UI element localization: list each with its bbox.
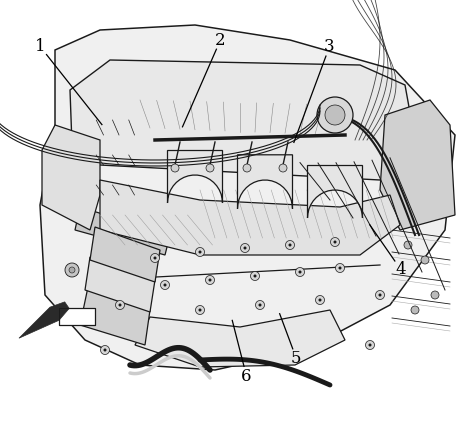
Circle shape (171, 164, 179, 172)
Circle shape (154, 256, 156, 259)
Circle shape (365, 340, 374, 349)
Text: 5: 5 (291, 350, 301, 367)
Circle shape (299, 271, 301, 274)
Text: 3: 3 (324, 38, 335, 55)
Circle shape (195, 306, 204, 315)
Circle shape (431, 291, 439, 299)
Circle shape (338, 267, 341, 270)
Circle shape (336, 263, 345, 272)
Text: 6: 6 (241, 368, 252, 384)
Circle shape (421, 256, 429, 264)
Text: 4: 4 (395, 261, 406, 278)
Polygon shape (90, 227, 160, 282)
Circle shape (285, 240, 294, 250)
Polygon shape (40, 25, 455, 370)
Polygon shape (135, 310, 345, 367)
Circle shape (65, 263, 79, 277)
Polygon shape (167, 150, 222, 203)
Circle shape (69, 267, 75, 273)
Circle shape (254, 275, 256, 278)
Circle shape (379, 294, 382, 296)
Polygon shape (380, 100, 455, 230)
Circle shape (319, 299, 321, 302)
Circle shape (279, 164, 287, 172)
Polygon shape (75, 207, 170, 255)
Circle shape (404, 241, 412, 249)
Circle shape (118, 303, 121, 307)
Polygon shape (80, 287, 150, 345)
Circle shape (164, 283, 166, 287)
Polygon shape (19, 302, 69, 338)
Circle shape (295, 267, 304, 276)
Circle shape (206, 275, 215, 284)
Circle shape (375, 291, 384, 299)
Circle shape (316, 295, 325, 304)
Circle shape (209, 279, 211, 282)
Circle shape (100, 345, 109, 355)
Circle shape (334, 240, 337, 243)
Circle shape (240, 243, 249, 252)
Circle shape (244, 247, 246, 250)
Circle shape (325, 105, 345, 125)
Text: 2: 2 (215, 32, 226, 49)
Circle shape (199, 251, 201, 254)
Polygon shape (100, 180, 400, 255)
Circle shape (250, 271, 259, 280)
Circle shape (317, 97, 353, 133)
Circle shape (199, 308, 201, 312)
Circle shape (161, 280, 170, 290)
Circle shape (151, 254, 159, 263)
Text: 1: 1 (35, 38, 46, 55)
Polygon shape (308, 166, 363, 218)
Circle shape (289, 243, 292, 247)
Circle shape (330, 238, 339, 247)
Circle shape (103, 348, 107, 352)
Polygon shape (85, 257, 155, 312)
Circle shape (258, 303, 262, 307)
Circle shape (243, 164, 251, 172)
Circle shape (206, 164, 214, 172)
Polygon shape (237, 155, 292, 209)
Circle shape (411, 306, 419, 314)
Circle shape (255, 300, 264, 310)
FancyBboxPatch shape (59, 308, 95, 325)
Circle shape (368, 344, 372, 347)
Polygon shape (70, 60, 415, 180)
Polygon shape (42, 125, 100, 230)
Circle shape (195, 247, 204, 256)
Circle shape (116, 300, 125, 310)
